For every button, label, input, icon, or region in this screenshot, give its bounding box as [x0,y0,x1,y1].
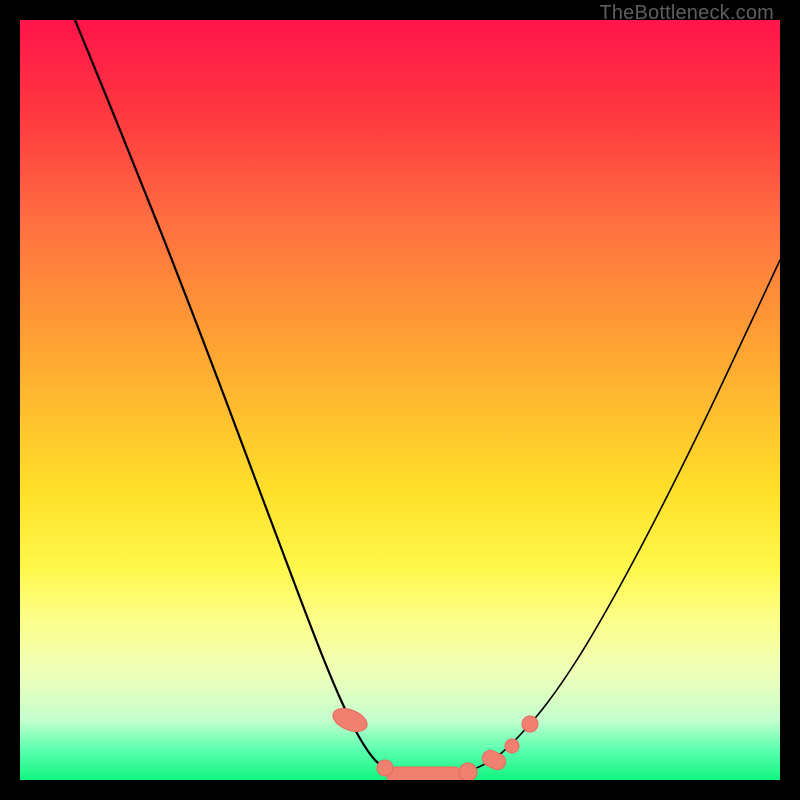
curve-right [410,260,780,777]
plot-svg [20,20,780,780]
chart-frame: TheBottleneck.com [0,0,800,800]
marker-circle [377,760,393,776]
marker-circle [505,739,519,753]
marker-circle [459,763,477,780]
curve-left [75,20,410,777]
marker-stadium [330,704,371,736]
marker-stadium [387,767,463,780]
plot-area [20,20,780,780]
watermark-label: TheBottleneck.com [599,2,774,25]
marker-circle [522,716,538,732]
